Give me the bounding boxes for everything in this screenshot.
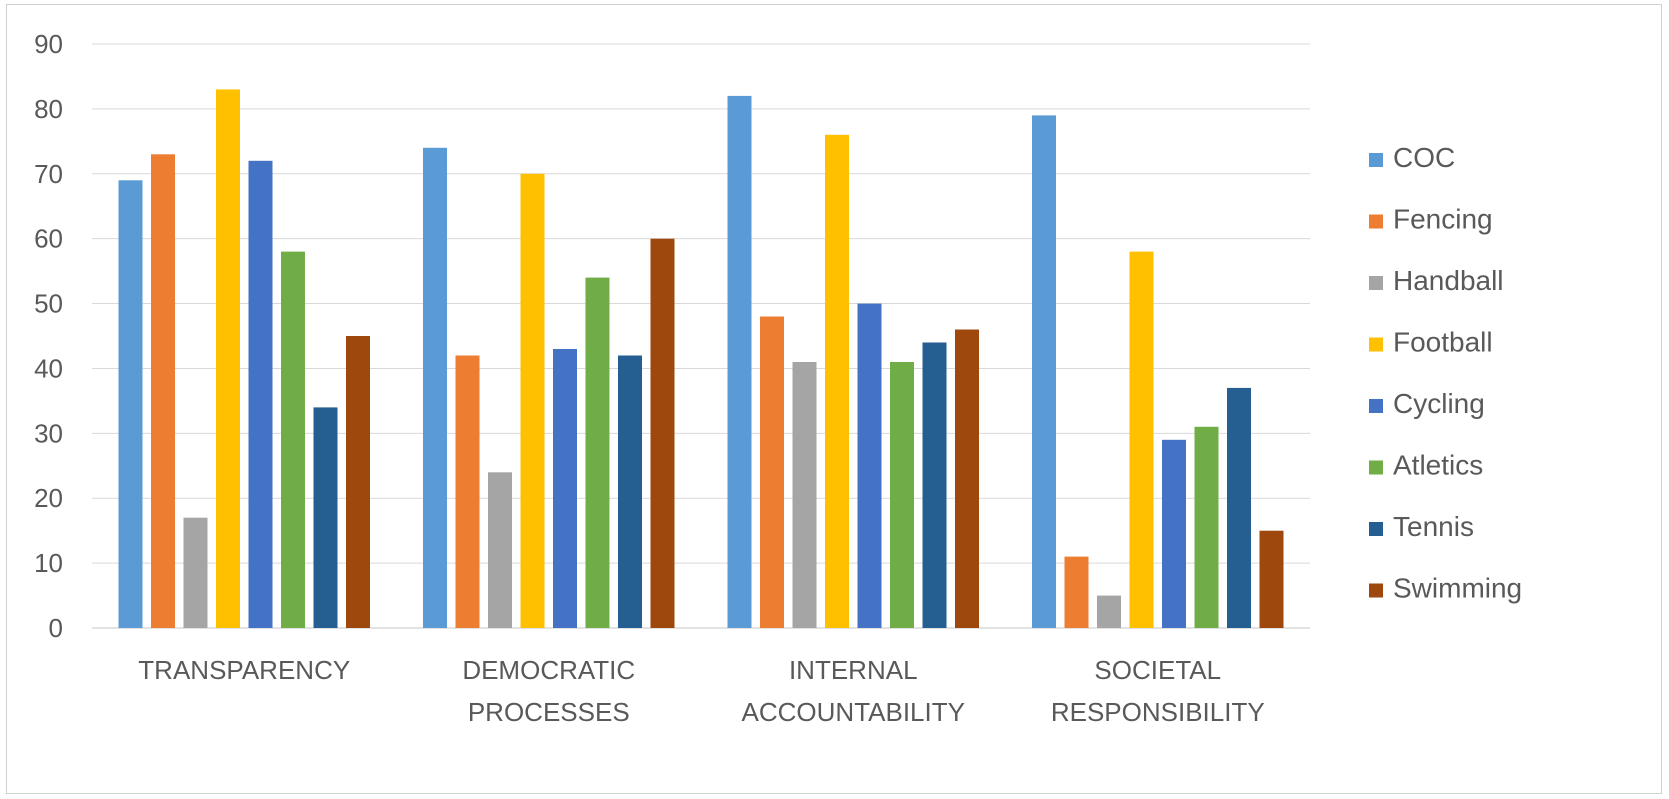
legend-label-cycling: Cycling [1393, 388, 1485, 419]
category-label: TRANSPARENCY [138, 655, 350, 685]
category-label: SOCIETAL [1094, 655, 1221, 685]
y-tick-label: 40 [34, 353, 63, 383]
legend-label-tennis: Tennis [1393, 511, 1474, 542]
y-tick-label: 30 [34, 418, 63, 448]
bar-handball-1 [488, 472, 512, 628]
bar-swimming-0 [346, 336, 370, 628]
legend-swatch-swimming [1369, 583, 1383, 598]
y-tick-label: 70 [34, 159, 63, 189]
clustered-bar-chart: 0 10 20 30 40 50 60 70 80 90 TRANSPARENCY DEMOCRAT… [34, 29, 1522, 727]
bar-coc-1 [423, 147, 447, 629]
bar-football-2 [825, 134, 849, 629]
y-tick-label: 60 [34, 224, 63, 254]
bar-coc-3 [1032, 115, 1056, 628]
bar-cycling-0 [248, 160, 273, 629]
y-tick-label: 90 [34, 29, 63, 59]
bar-football-0 [216, 89, 240, 628]
y-axis-tick-labels: 0 10 20 30 40 50 60 70 80 90 [34, 29, 63, 643]
bar-fencing-1 [455, 355, 480, 628]
legend-label-swimming: Swimming [1393, 573, 1522, 604]
bar-football-3 [1129, 251, 1154, 628]
bar-cycling-3 [1162, 439, 1186, 628]
category-label: INTERNAL [789, 655, 918, 685]
bar-tennis-3 [1227, 387, 1251, 628]
legend-label-atletics: Atletics [1393, 450, 1483, 481]
legend-label-football: Football [1393, 327, 1493, 358]
bar-tennis-0 [313, 407, 338, 628]
bar-fencing-2 [760, 316, 784, 628]
chart-frame: 0 10 20 30 40 50 60 70 80 90 TRANSPARENCY DEMOCRAT… [6, 4, 1662, 794]
bar-tennis-1 [618, 355, 642, 628]
bar-fencing-3 [1064, 556, 1089, 628]
bar-handball-0 [183, 517, 208, 628]
category-label: PROCESSES [468, 697, 630, 727]
bar-coc-2 [727, 95, 752, 628]
legend-label-fencing: Fencing [1393, 204, 1493, 235]
gridlines [92, 43, 1310, 629]
bar-handball-2 [792, 362, 817, 628]
legend-swatch-tennis [1369, 522, 1383, 536]
bar-handball-3 [1097, 595, 1121, 628]
bar-atletics-0 [281, 251, 305, 628]
y-tick-label: 50 [34, 289, 63, 319]
category-label: ACCOUNTABILITY [742, 697, 965, 727]
legend-swatch-fencing [1369, 214, 1383, 229]
bar-atletics-2 [890, 362, 914, 628]
y-tick-label: 0 [49, 613, 63, 643]
legend-label-coc: COC [1393, 142, 1455, 173]
bar-cycling-2 [857, 303, 882, 628]
legend-swatch-football [1369, 337, 1383, 352]
bars [118, 89, 1284, 629]
bar-fencing-0 [151, 154, 175, 629]
category-label: DEMOCRATIC [462, 655, 635, 685]
legend-swatch-coc [1369, 153, 1383, 167]
y-tick-label: 20 [34, 483, 63, 513]
category-labels: TRANSPARENCY DEMOCRATIC PROCESSES INTERNAL A… [138, 655, 1264, 727]
bar-football-1 [520, 173, 545, 629]
bar-swimming-3 [1259, 530, 1284, 628]
bar-coc-0 [118, 180, 143, 629]
bar-cycling-1 [553, 349, 577, 628]
legend-swatch-cycling [1369, 399, 1383, 413]
bar-atletics-3 [1194, 426, 1219, 628]
y-tick-label: 10 [34, 548, 63, 578]
y-tick-label: 80 [34, 94, 63, 124]
legend-swatch-atletics [1369, 460, 1383, 475]
bar-swimming-1 [650, 238, 675, 628]
legend-swatch-handball [1369, 276, 1383, 290]
legend-label-handball: Handball [1393, 265, 1504, 296]
legend: COC Fencing Handball Football Cycling Atletic… [1369, 142, 1522, 604]
bar-swimming-2 [955, 329, 979, 628]
category-label: RESPONSIBILITY [1051, 697, 1265, 727]
bar-tennis-2 [922, 342, 947, 628]
bar-atletics-1 [585, 277, 610, 628]
